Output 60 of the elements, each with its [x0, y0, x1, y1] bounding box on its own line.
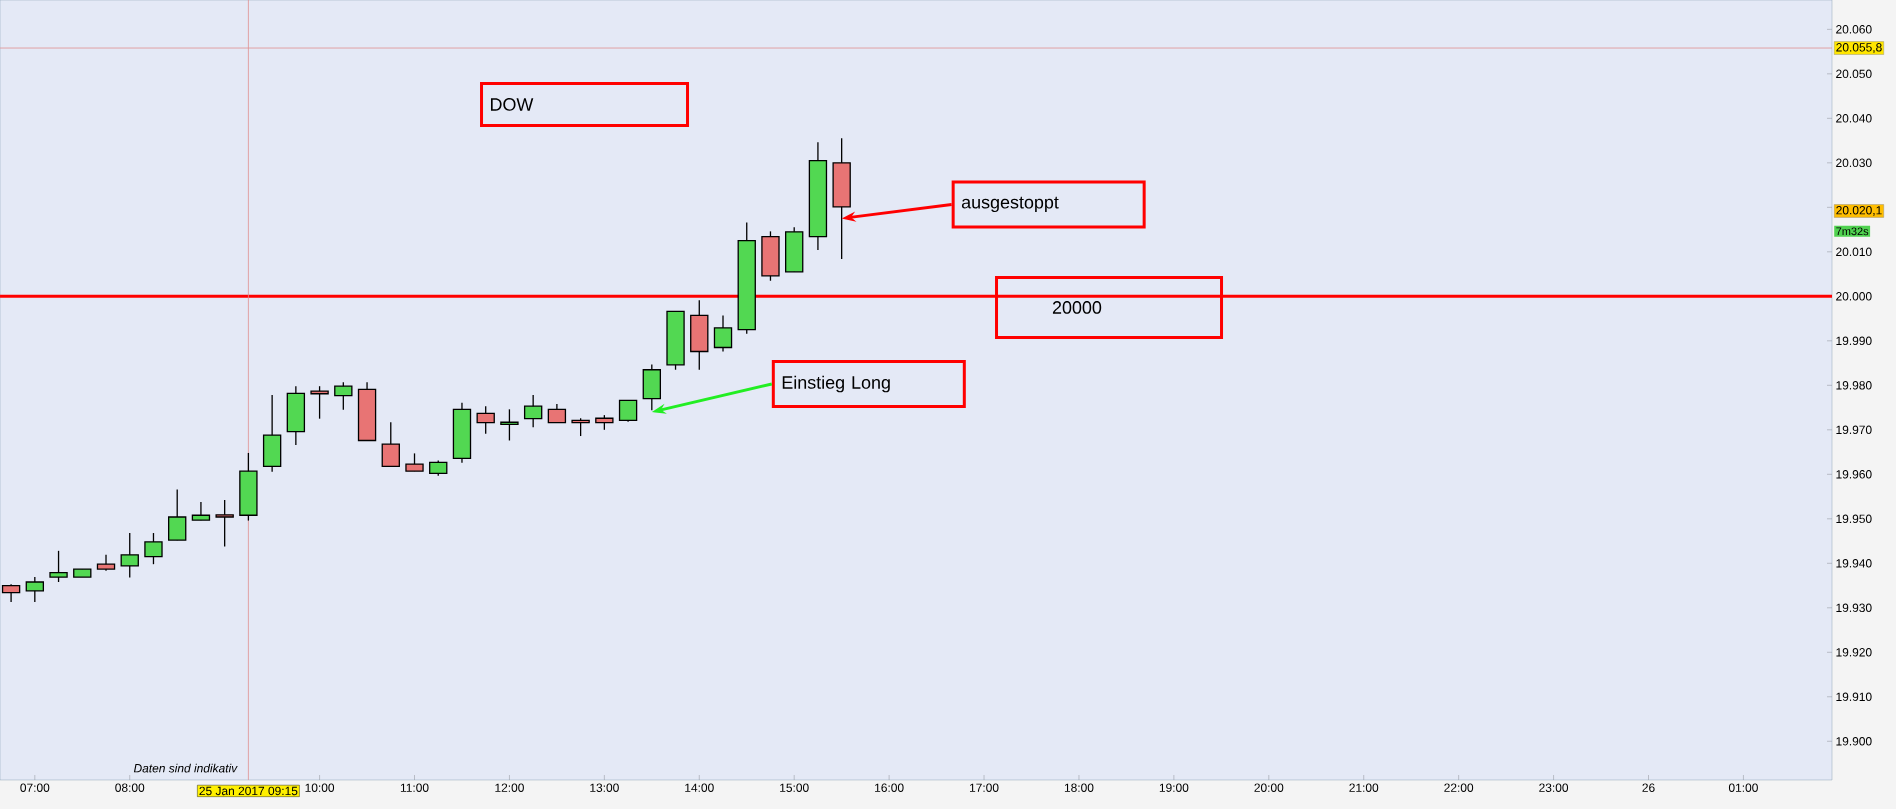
- x-tick-label: 18:00: [1064, 783, 1094, 792]
- x-tick-label: 07:00: [20, 783, 50, 792]
- x-tick-label: 22:00: [1444, 783, 1474, 792]
- candlestick: [310, 385, 329, 420]
- x-tick-label: 13:00: [590, 783, 619, 792]
- candlestick: [618, 399, 638, 423]
- y-tick-label: 19.990: [1836, 336, 1872, 346]
- ref-line-label: 25 Jan 2017 09:15: [199, 786, 298, 796]
- y-tick-label: 19.930: [1836, 603, 1872, 613]
- candlestick: [713, 314, 733, 353]
- y-tick-label: 19.950: [1836, 514, 1872, 524]
- x-tick-label: 16:00: [875, 783, 904, 792]
- x-tick-label: 10:00: [305, 783, 335, 792]
- candlestick: [144, 532, 163, 565]
- x-tick-label: 15:00: [780, 783, 809, 792]
- candlestick: [500, 408, 519, 442]
- y-tick-label: 20.040: [1836, 114, 1872, 123]
- x-tick-label: 19:00: [1159, 783, 1189, 792]
- ref-line-label: 20.055,8: [1836, 43, 1882, 53]
- candlestick: [49, 550, 68, 583]
- annotation: Einstieg Long: [782, 375, 890, 393]
- x-tick-label: 20:00: [1254, 783, 1284, 792]
- y-tick-label: 20.060: [1836, 25, 1872, 34]
- candlestick: [547, 403, 567, 424]
- y-tick-label: 20.030: [1836, 158, 1872, 168]
- candlestick: [120, 532, 139, 579]
- text: 20.020,1: [1836, 206, 1882, 216]
- y-tick-label: 19.910: [1836, 692, 1872, 701]
- x-tick-label: 21:00: [1349, 783, 1379, 792]
- y-tick-label: 19.940: [1836, 559, 1872, 568]
- x-tick-label: 01:00: [1728, 783, 1758, 792]
- candlestick: [334, 381, 353, 411]
- x-tick-label: 17:00: [969, 783, 999, 792]
- annotation: DOW: [490, 98, 534, 111]
- candlestick: [215, 499, 234, 548]
- candlestick: [25, 576, 45, 603]
- candlestick: [476, 405, 495, 435]
- x-tick-label: 26: [1642, 783, 1655, 792]
- candlestick: [523, 394, 543, 428]
- candlestick: [168, 488, 187, 541]
- x-tick-label: 14:00: [685, 783, 714, 792]
- candlestick: [191, 501, 211, 521]
- text: 7m32s: [1836, 227, 1869, 236]
- y-tick-label: 20.010: [1836, 247, 1872, 257]
- annotation: Daten sind indikativ: [133, 763, 238, 773]
- y-tick-label: 19.960: [1836, 470, 1872, 479]
- annotation: 20000: [1052, 301, 1102, 314]
- x-tick-label: 08:00: [115, 783, 145, 792]
- x-tick-label: 11:00: [400, 783, 429, 792]
- y-tick-label: 19.970: [1836, 425, 1872, 435]
- candlestick: [96, 554, 116, 572]
- y-tick-label: 20.000: [1836, 292, 1872, 301]
- x-tick-label: 12:00: [495, 783, 524, 792]
- candlestick: [381, 421, 400, 467]
- y-tick-label: 19.920: [1836, 648, 1872, 657]
- annotation: ausgestoppt: [961, 196, 1059, 213]
- y-tick-label: 20.050: [1836, 69, 1872, 79]
- x-tick-label: 23:00: [1539, 783, 1569, 792]
- y-tick-label: 19.980: [1836, 381, 1872, 390]
- y-tick-label: 19.900: [1836, 737, 1872, 746]
